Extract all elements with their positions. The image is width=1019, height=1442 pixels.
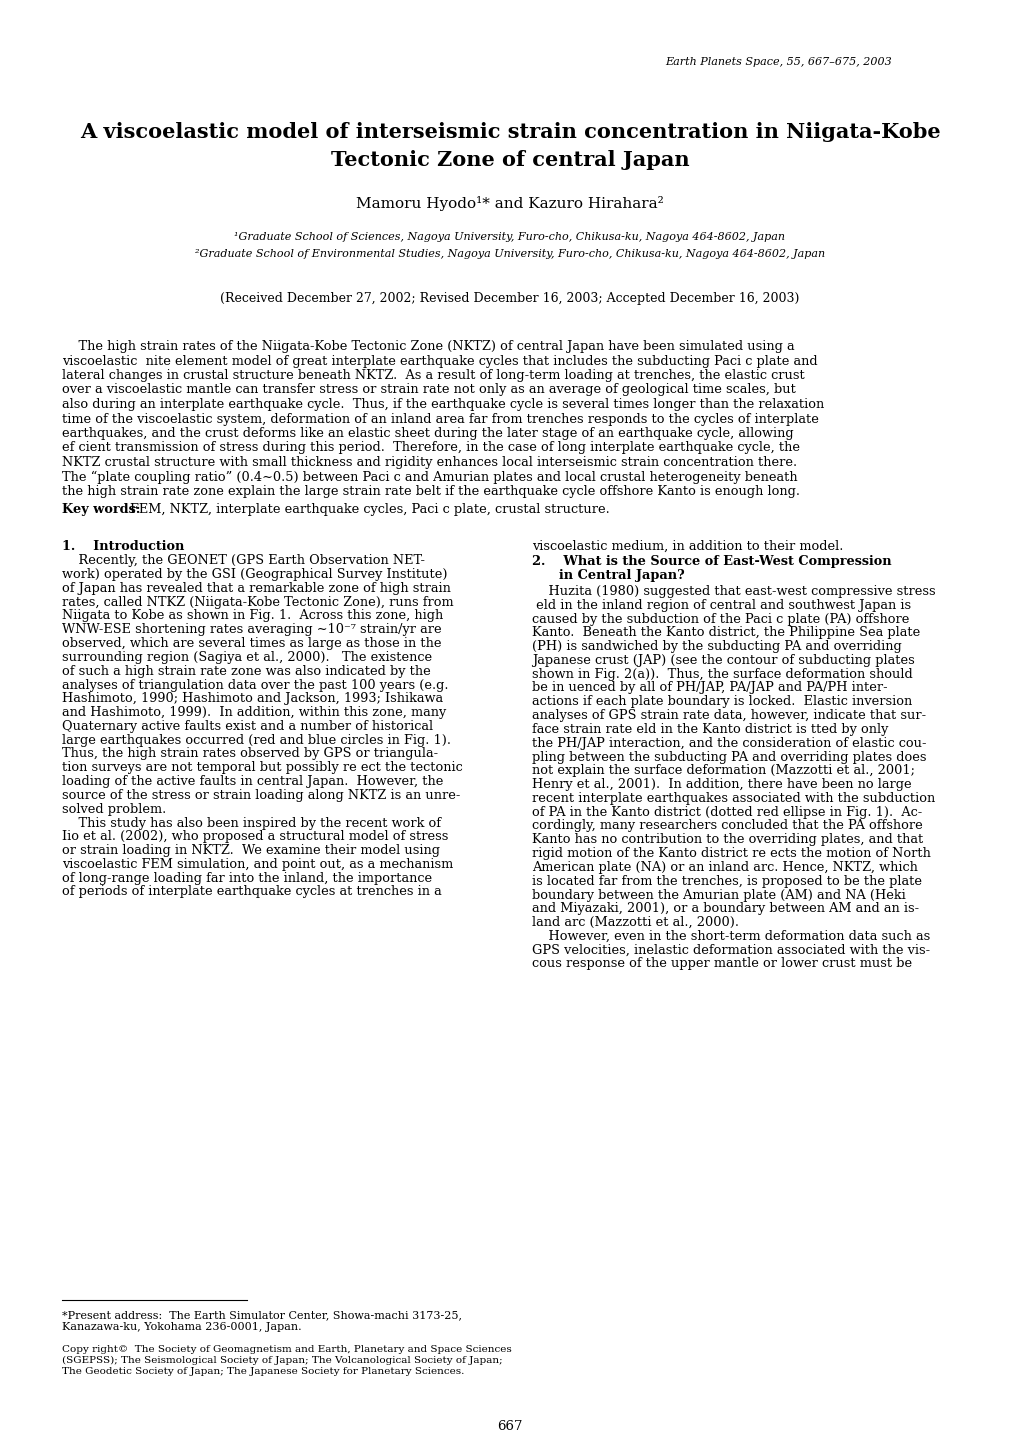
Text: and Miyazaki, 2001), or a boundary between AM and an is-: and Miyazaki, 2001), or a boundary betwe… xyxy=(532,903,918,916)
Text: However, even in the short-term deformation data such as: However, even in the short-term deformat… xyxy=(532,930,929,943)
Text: of Japan has revealed that a remarkable zone of high strain: of Japan has revealed that a remarkable … xyxy=(62,583,450,596)
Text: ²Graduate School of Environmental Studies, Nagoya University, Furo-cho, Chikusa-: ²Graduate School of Environmental Studie… xyxy=(195,249,824,260)
Text: FEM, NKTZ, interplate earthquake cycles, Paci c plate, crustal structure.: FEM, NKTZ, interplate earthquake cycles,… xyxy=(129,503,609,516)
Text: Recently, the GEONET (GPS Earth Observation NET-: Recently, the GEONET (GPS Earth Observat… xyxy=(62,554,425,567)
Text: of PA in the Kanto district (dotted red ellipse in Fig. 1).  Ac-: of PA in the Kanto district (dotted red … xyxy=(532,806,921,819)
Text: of such a high strain rate zone was also indicated by the: of such a high strain rate zone was also… xyxy=(62,665,430,678)
Text: American plate (NA) or an inland arc. Hence, NKTZ, which: American plate (NA) or an inland arc. He… xyxy=(532,861,917,874)
Text: boundary between the Amurian plate (AM) and NA (Heki: boundary between the Amurian plate (AM) … xyxy=(532,888,905,901)
Text: cordingly, many researchers concluded that the PA offshore: cordingly, many researchers concluded th… xyxy=(532,819,922,832)
Text: rigid motion of the Kanto district re ects the motion of North: rigid motion of the Kanto district re ec… xyxy=(532,846,930,859)
Text: not explain the surface deformation (Mazzotti et al., 2001;: not explain the surface deformation (Maz… xyxy=(532,764,914,777)
Text: and Hashimoto, 1999).  In addition, within this zone, many: and Hashimoto, 1999). In addition, withi… xyxy=(62,707,446,720)
Text: pling between the subducting PA and overriding plates does: pling between the subducting PA and over… xyxy=(532,750,925,763)
Text: caused by the subduction of the Paci c plate (PA) offshore: caused by the subduction of the Paci c p… xyxy=(532,613,909,626)
Text: of long-range loading far into the inland, the importance: of long-range loading far into the inlan… xyxy=(62,872,432,885)
Text: solved problem.: solved problem. xyxy=(62,803,166,816)
Text: cous response of the upper mantle or lower crust must be: cous response of the upper mantle or low… xyxy=(532,957,911,970)
Text: analyses of triangulation data over the past 100 years (e.g.: analyses of triangulation data over the … xyxy=(62,679,448,692)
Text: of periods of interplate earthquake cycles at trenches in a: of periods of interplate earthquake cycl… xyxy=(62,885,441,898)
Text: Japanese crust (JAP) (see the contour of subducting plates: Japanese crust (JAP) (see the contour of… xyxy=(532,653,914,666)
Text: Kanazawa-ku, Yokohama 236-0001, Japan.: Kanazawa-ku, Yokohama 236-0001, Japan. xyxy=(62,1322,302,1332)
Text: source of the stress or strain loading along NKTZ is an unre-: source of the stress or strain loading a… xyxy=(62,789,460,802)
Text: *Present address:  The Earth Simulator Center, Showa-machi 3173-25,: *Present address: The Earth Simulator Ce… xyxy=(62,1309,462,1319)
Text: tion surveys are not temporal but possibly re ect the tectonic: tion surveys are not temporal but possib… xyxy=(62,761,463,774)
Text: 1.    Introduction: 1. Introduction xyxy=(62,539,184,552)
Text: loading of the active faults in central Japan.  However, the: loading of the active faults in central … xyxy=(62,776,443,789)
Text: ¹Graduate School of Sciences, Nagoya University, Furo-cho, Chikusa-ku, Nagoya 46: ¹Graduate School of Sciences, Nagoya Uni… xyxy=(234,232,785,242)
Text: Mamoru Hyodo¹* and Kazuro Hirahara²: Mamoru Hyodo¹* and Kazuro Hirahara² xyxy=(356,196,663,211)
Text: land arc (Mazzotti et al., 2000).: land arc (Mazzotti et al., 2000). xyxy=(532,916,739,929)
Text: Copy right©  The Society of Geomagnetism and Earth, Planetary and Space Sciences: Copy right© The Society of Geomagnetism … xyxy=(62,1345,512,1354)
Text: Quaternary active faults exist and a number of historical: Quaternary active faults exist and a num… xyxy=(62,720,433,733)
Text: Tectonic Zone of central Japan: Tectonic Zone of central Japan xyxy=(330,150,689,170)
Text: face strain rate eld in the Kanto district is tted by only: face strain rate eld in the Kanto distri… xyxy=(532,722,888,735)
Text: also during an interplate earthquake cycle.  Thus, if the earthquake cycle is se: also during an interplate earthquake cyc… xyxy=(62,398,823,411)
Text: analyses of GPS strain rate data, however, indicate that sur-: analyses of GPS strain rate data, howeve… xyxy=(532,709,925,722)
Text: recent interplate earthquakes associated with the subduction: recent interplate earthquakes associated… xyxy=(532,792,934,805)
Text: or strain loading in NKTZ.  We examine their model using: or strain loading in NKTZ. We examine th… xyxy=(62,844,439,857)
Text: ef cient transmission of stress during this period.  Therefore, in the case of l: ef cient transmission of stress during t… xyxy=(62,441,799,454)
Text: surrounding region (Sagiya et al., 2000).   The existence: surrounding region (Sagiya et al., 2000)… xyxy=(62,650,432,663)
Text: Key words:: Key words: xyxy=(62,503,141,516)
Text: viscoelastic FEM simulation, and point out, as a mechanism: viscoelastic FEM simulation, and point o… xyxy=(62,858,452,871)
Text: observed, which are several times as large as those in the: observed, which are several times as lar… xyxy=(62,637,441,650)
Text: (Received December 27, 2002; Revised December 16, 2003; Accepted December 16, 20: (Received December 27, 2002; Revised Dec… xyxy=(220,291,799,306)
Text: Earth Planets Space, 55, 667–675, 2003: Earth Planets Space, 55, 667–675, 2003 xyxy=(664,58,891,66)
Text: over a viscoelastic mantle can transfer stress or strain rate not only as an ave: over a viscoelastic mantle can transfer … xyxy=(62,384,795,397)
Text: lateral changes in crustal structure beneath NKTZ.  As a result of long-term loa: lateral changes in crustal structure ben… xyxy=(62,369,804,382)
Text: viscoelastic  nite element model of great interplate earthquake cycles that incl: viscoelastic nite element model of great… xyxy=(62,355,817,368)
Text: the PH/JAP interaction, and the consideration of elastic cou-: the PH/JAP interaction, and the consider… xyxy=(532,737,925,750)
Text: Hashimoto, 1990; Hashimoto and Jackson, 1993; Ishikawa: Hashimoto, 1990; Hashimoto and Jackson, … xyxy=(62,692,442,705)
Text: The Geodetic Society of Japan; The Japanese Society for Planetary Sciences.: The Geodetic Society of Japan; The Japan… xyxy=(62,1367,464,1376)
Text: NKTZ crustal structure with small thickness and rigidity enhances local intersei: NKTZ crustal structure with small thickn… xyxy=(62,456,796,469)
Text: is located far from the trenches, is proposed to be the plate: is located far from the trenches, is pro… xyxy=(532,875,921,888)
Text: A viscoelastic model of interseismic strain concentration in Niigata-Kobe: A viscoelastic model of interseismic str… xyxy=(79,123,940,141)
Text: actions if each plate boundary is locked.  Elastic inversion: actions if each plate boundary is locked… xyxy=(532,695,911,708)
Text: (SGEPSS); The Seismological Society of Japan; The Volcanological Society of Japa: (SGEPSS); The Seismological Society of J… xyxy=(62,1355,502,1366)
Text: This study has also been inspired by the recent work of: This study has also been inspired by the… xyxy=(62,816,440,829)
Text: eld in the inland region of central and southwest Japan is: eld in the inland region of central and … xyxy=(532,598,910,611)
Text: The high strain rates of the Niigata-Kobe Tectonic Zone (NKTZ) of central Japan : The high strain rates of the Niigata-Kob… xyxy=(62,340,794,353)
Text: large earthquakes occurred (red and blue circles in Fig. 1).: large earthquakes occurred (red and blue… xyxy=(62,734,450,747)
Text: earthquakes, and the crust deforms like an elastic sheet during the later stage : earthquakes, and the crust deforms like … xyxy=(62,427,793,440)
Text: viscoelastic medium, in addition to their model.: viscoelastic medium, in addition to thei… xyxy=(532,539,843,552)
Text: be in uenced by all of PH/JAP, PA/JAP and PA/PH inter-: be in uenced by all of PH/JAP, PA/JAP an… xyxy=(532,682,887,695)
Text: Kanto has no contribution to the overriding plates, and that: Kanto has no contribution to the overrid… xyxy=(532,833,922,846)
Text: shown in Fig. 2(a)).  Thus, the surface deformation should: shown in Fig. 2(a)). Thus, the surface d… xyxy=(532,668,912,681)
Text: GPS velocities, inelastic deformation associated with the vis-: GPS velocities, inelastic deformation as… xyxy=(532,943,929,956)
Text: Henry et al., 2001).  In addition, there have been no large: Henry et al., 2001). In addition, there … xyxy=(532,779,911,792)
Text: WNW-ESE shortening rates averaging ∼10⁻⁷ strain/yr are: WNW-ESE shortening rates averaging ∼10⁻⁷… xyxy=(62,623,441,636)
Text: (PH) is sandwiched by the subducting PA and overriding: (PH) is sandwiched by the subducting PA … xyxy=(532,640,901,653)
Text: rates, called NTKZ (Niigata-Kobe Tectonic Zone), runs from: rates, called NTKZ (Niigata-Kobe Tectoni… xyxy=(62,596,453,609)
Text: Iio et al. (2002), who proposed a structural model of stress: Iio et al. (2002), who proposed a struct… xyxy=(62,831,448,844)
Text: Niigata to Kobe as shown in Fig. 1.  Across this zone, high: Niigata to Kobe as shown in Fig. 1. Acro… xyxy=(62,610,443,623)
Text: Huzita (1980) suggested that east-west compressive stress: Huzita (1980) suggested that east-west c… xyxy=(532,585,934,598)
Text: The “plate coupling ratio” (0.4∼0.5) between Paci c and Amurian plates and local: The “plate coupling ratio” (0.4∼0.5) bet… xyxy=(62,470,797,483)
Text: work) operated by the GSI (Geographical Survey Institute): work) operated by the GSI (Geographical … xyxy=(62,568,447,581)
Text: in Central Japan?: in Central Japan? xyxy=(532,570,684,583)
Text: the high strain rate zone explain the large strain rate belt if the earthquake c: the high strain rate zone explain the la… xyxy=(62,485,799,497)
Text: Thus, the high strain rates observed by GPS or triangula-: Thus, the high strain rates observed by … xyxy=(62,747,438,760)
Text: 667: 667 xyxy=(497,1420,523,1433)
Text: 2.    What is the Source of East-West Compression: 2. What is the Source of East-West Compr… xyxy=(532,555,891,568)
Text: time of the viscoelastic system, deformation of an inland area far from trenches: time of the viscoelastic system, deforma… xyxy=(62,412,818,425)
Text: Kanto.  Beneath the Kanto district, the Philippine Sea plate: Kanto. Beneath the Kanto district, the P… xyxy=(532,626,919,639)
